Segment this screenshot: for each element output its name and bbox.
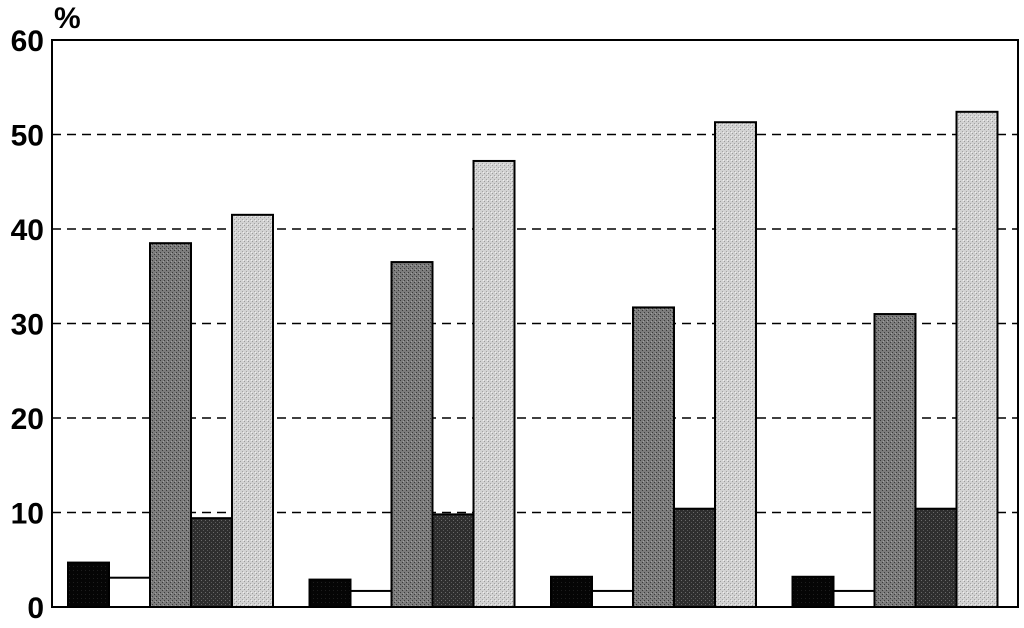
bar-group1-series5	[231, 213, 274, 608]
y-tick-label-30: 30	[11, 309, 44, 342]
bar-group4-series3	[873, 313, 917, 608]
bar-group3-series4	[673, 507, 716, 608]
bar-group3-series2	[591, 589, 634, 608]
bar-group2-series5	[472, 159, 516, 609]
bar-group4-series5	[955, 110, 999, 608]
plot-frame	[51, 39, 1019, 608]
bar-group4-series4	[914, 507, 958, 608]
y-tick-label-60: 60	[11, 25, 44, 58]
y-tick-label-40: 40	[11, 214, 44, 247]
bar-group3-series3	[632, 306, 675, 608]
bar-group1-series4	[190, 517, 233, 608]
bar-group4-series1	[791, 575, 835, 609]
bar-group3-series5	[714, 121, 757, 608]
bar-group2-series4	[431, 513, 475, 609]
axes: 0 10 20 30 40 50 60%	[11, 2, 1019, 625]
y-tick-label-0: 0	[27, 592, 44, 623]
y-tick-label-10: 10	[11, 498, 44, 531]
bars	[67, 110, 999, 609]
bar-group1-series2	[108, 576, 151, 609]
bar-group1-series1	[67, 561, 110, 609]
y-tick-label-20: 20	[11, 403, 44, 436]
bar-group4-series2	[832, 589, 876, 608]
y-axis-unit-label: %	[54, 2, 81, 35]
gridlines	[52, 133, 1018, 514]
y-tick-label-50: 50	[11, 120, 44, 153]
bar-group3-series1	[550, 575, 593, 609]
bar-group2-series1	[308, 578, 352, 608]
bar-group2-series3	[390, 261, 434, 608]
bar-group2-series2	[349, 589, 393, 608]
bar-group1-series3	[149, 242, 192, 609]
